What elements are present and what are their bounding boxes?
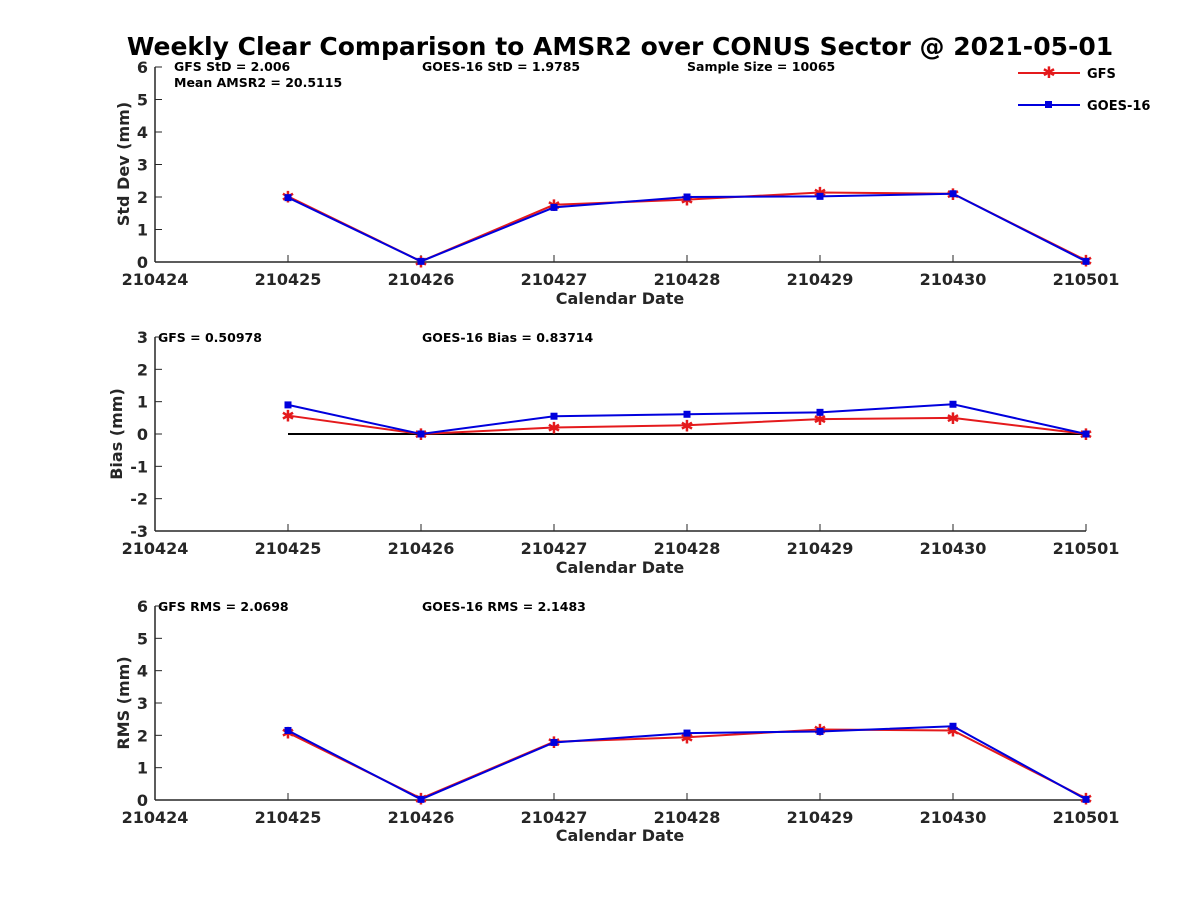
bias-goes16-point [683,410,691,418]
bias-y-tick-label: 2 [137,360,148,379]
legend-label-gfs: GFS [1087,67,1116,82]
rms-x-tick-label: 210427 [521,808,588,827]
bias-goes16-point [816,408,824,416]
sample-size-annotation: Sample Size = 10065 [687,59,835,74]
gfs-bias-annotation: GFS = 0.50978 [158,330,262,345]
rms-goes16-point [816,727,824,735]
stddev-x-tick-label: 210430 [920,270,987,289]
stddev-y-tick-label: 3 [137,156,148,175]
bias-panel: GFS = 0.50978 GOES-16 Bias = 0.83714 Bia… [107,328,1119,577]
rms-y-tick-label: 6 [137,597,148,616]
stddev-y-axis-label: Std Dev (mm) [114,102,133,226]
stddev-x-tick-label: 210429 [787,270,854,289]
stddev-y-tick-label: 4 [137,123,148,142]
bias-gfs-point: ✱ [547,419,560,438]
bias-goes16-point [1082,430,1090,438]
stddev-y-tick-label: 0 [137,253,148,272]
bias-x-tick-label: 210501 [1053,539,1120,558]
stddev-goes16-point [417,257,425,265]
rms-y-tick-label: 3 [137,694,148,713]
bias-goes16-point [550,412,558,420]
rms-goes16-point [417,795,425,803]
bias-x-tick-label: 210428 [654,539,721,558]
bias-x-tick-label: 210427 [521,539,588,558]
legend: ✱ GFS GOES-16 [1018,63,1150,114]
rms-x-tick-label: 210425 [255,808,322,827]
rms-y-tick-label: 1 [137,759,148,778]
rms-goes16-point [1082,795,1090,803]
rms-x-tick-label: 210429 [787,808,854,827]
stddev-goes16-point [550,203,558,211]
bias-y-tick-label: -3 [130,522,148,541]
chart-title: Weekly Clear Comparison to AMSR2 over CO… [127,32,1113,61]
rms-x-tick-label: 210430 [920,808,987,827]
gfs-std-annotation: GFS StD = 2.006 [174,59,291,74]
legend-entry-goes16: GOES-16 [1018,99,1150,114]
bias-x-tick-label: 210429 [787,539,854,558]
stddev-y-tick-label: 6 [137,58,148,77]
stddev-goes16-point [1082,257,1090,265]
bias-x-tick-label: 210426 [388,539,455,558]
stddev-x-tick-label: 210425 [255,270,322,289]
stddev-goes16-point [683,193,691,201]
stddev-x-tick-label: 210424 [122,270,189,289]
stddev-y-tick-label: 5 [137,91,148,110]
bias-gfs-point: ✱ [281,407,294,426]
rms-x-axis-label: Calendar Date [556,826,685,845]
rms-y-tick-label: 0 [137,791,148,810]
gfs-rms-annotation: GFS RMS = 2.0698 [158,599,289,614]
bias-y-axis-label: Bias (mm) [107,388,126,480]
bias-y-tick-label: 0 [137,425,148,444]
goes16-std-annotation: GOES-16 StD = 1.9785 [422,59,580,74]
bias-x-tick-label: 210430 [920,539,987,558]
legend-marker-goes16 [1045,101,1052,108]
legend-entry-gfs: ✱ GFS [1018,63,1116,82]
bias-gfs-point: ✱ [680,416,693,435]
stddev-panel: GFS StD = 2.006 Mean AMSR2 = 20.5115 GOE… [114,58,1119,308]
stddev-x-tick-label: 210427 [521,270,588,289]
stddev-y-tick-label: 1 [137,221,148,240]
legend-marker-gfs: ✱ [1042,63,1055,82]
rms-goes16-point [550,738,558,746]
rms-x-tick-label: 210424 [122,808,189,827]
bias-y-tick-label: 1 [137,393,148,412]
bias-goes16-point [284,401,292,409]
stddev-goes16-point [949,190,957,198]
stddev-goes16-point [284,194,292,202]
rms-panel: GFS RMS = 2.0698 GOES-16 RMS = 2.1483 RM… [114,597,1119,845]
legend-label-goes16: GOES-16 [1087,99,1150,114]
bias-x-tick-label: 210425 [255,539,322,558]
rms-x-tick-label: 210426 [388,808,455,827]
bias-goes16-point [417,430,425,438]
bias-y-tick-label: 3 [137,328,148,347]
rms-goes16-point [949,722,957,730]
mean-amsr2-annotation: Mean AMSR2 = 20.5115 [174,75,342,90]
rms-y-tick-label: 5 [137,629,148,648]
rms-x-tick-label: 210501 [1053,808,1120,827]
rms-y-tick-label: 4 [137,662,148,681]
goes16-rms-annotation: GOES-16 RMS = 2.1483 [422,599,586,614]
bias-gfs-point: ✱ [946,409,959,428]
rms-goes16-point [683,729,691,737]
bias-x-tick-label: 210424 [122,539,189,558]
stddev-y-tick-label: 2 [137,188,148,207]
bias-goes16-point [949,400,957,408]
rms-y-tick-label: 2 [137,726,148,745]
stddev-goes16-point [816,192,824,200]
rms-goes16-point [284,726,292,734]
stddev-x-tick-label: 210501 [1053,270,1120,289]
stddev-x-tick-label: 210426 [388,270,455,289]
rms-x-tick-label: 210428 [654,808,721,827]
rms-y-axis-label: RMS (mm) [114,656,133,749]
bias-y-tick-label: -1 [130,457,148,476]
bias-y-tick-label: -2 [130,490,148,509]
goes16-bias-annotation: GOES-16 Bias = 0.83714 [422,330,593,345]
stddev-x-axis-label: Calendar Date [556,289,685,308]
bias-x-axis-label: Calendar Date [556,558,685,577]
stddev-x-tick-label: 210428 [654,270,721,289]
